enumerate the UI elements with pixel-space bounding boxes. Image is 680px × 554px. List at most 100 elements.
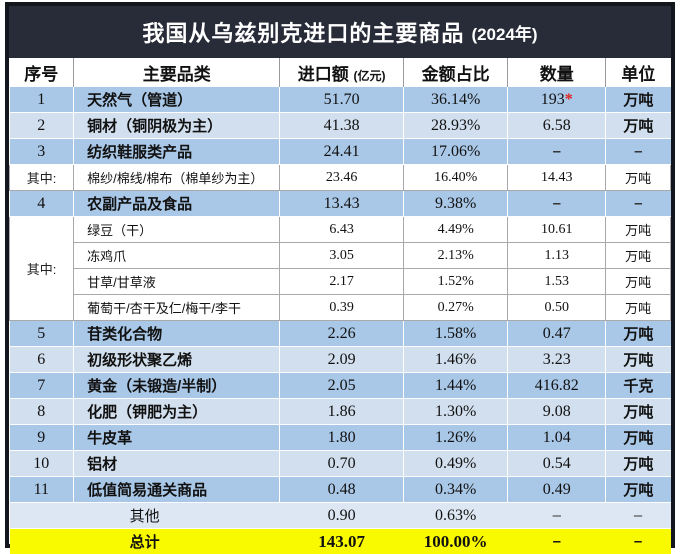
table-row: 6 初级形状聚乙烯 2.09 1.46% 3.23 万吨 [10,347,671,373]
cell-no: 4 [10,191,74,217]
cell-amount: 51.70 [280,87,404,113]
cell-share: 1.30% [403,399,507,425]
cell-share: 36.14% [403,87,507,113]
cell-quantity: 3.23 [508,347,606,373]
cell-category: 棉纱/棉线/棉布（棉单纱为主） [74,165,280,191]
table-row: 2 铜材（铜阴极为主） 41.38 28.93% 6.58 万吨 [10,113,671,139]
cell-category: 化肥（钾肥为主） [74,399,280,425]
col-header-quantity: 数量 [508,58,606,87]
title-year: (2024年) [471,20,537,45]
cell-unit: 万吨 [606,477,671,503]
cell-quantity: – [508,139,606,165]
col-header-no: 序号 [10,58,74,87]
cell-amount: 2.09 [280,347,404,373]
cell-share: 17.06% [403,139,507,165]
cell-unit: 万吨 [606,243,671,269]
cell-no: 2 [10,113,74,139]
col-header-amount-unit: (亿元) [354,69,386,83]
cell-category: 黄金（未锻造/半制） [74,373,280,399]
cell-quantity: 416.82 [508,373,606,399]
cell-share: 1.46% [403,347,507,373]
cell-unit: 万吨 [606,451,671,477]
col-header-amount-label: 进口额 [298,65,349,84]
cell-unit: 万吨 [606,321,671,347]
cell-quantity: 0.49 [508,477,606,503]
cell-share: 2.13% [403,243,507,269]
cell-category: 牛皮革 [74,425,280,451]
header-row: 序号 主要品类 进口额 (亿元) 金额占比 数量 单位 [10,58,671,87]
cell-category: 苷类化合物 [74,321,280,347]
cell-amount: 2.17 [280,269,404,295]
table-row: 7 黄金（未锻造/半制） 2.05 1.44% 416.82 千克 [10,373,671,399]
cell-no: 1 [10,87,74,113]
cell-unit: 万吨 [606,399,671,425]
cell-amount: 2.26 [280,321,404,347]
cell-among-label: 其中: [10,217,74,321]
table-row: 8 化肥（钾肥为主） 1.86 1.30% 9.08 万吨 [10,399,671,425]
table-row-sub: 葡萄干/杏干及仁/梅干/李干 0.39 0.27% 0.50 万吨 [10,295,671,321]
cell-unit: 万吨 [606,295,671,321]
col-header-unit: 单位 [606,58,671,87]
cell-share: 1.52% [403,269,507,295]
cell-share: 1.26% [403,425,507,451]
cell-category: 初级形状聚乙烯 [74,347,280,373]
cell-quantity: 1.13 [508,243,606,269]
quantity-value: 193 [541,91,565,108]
cell-share: 4.49% [403,217,507,243]
cell-unit: 万吨 [606,269,671,295]
cell-unit: 万吨 [606,217,671,243]
cell-share: 1.44% [403,373,507,399]
table-row: 1 天然气（管道） 51.70 36.14% 193* 万吨 [10,87,671,113]
import-table-panel: 我国从乌兹别克进口的主要商品 (2024年) 序号 主要品类 进口额 (亿元) … [5,2,675,548]
cell-category: 纺织鞋服类产品 [74,139,280,165]
table-row-sub: 其中: 棉纱/棉线/棉布（棉单纱为主） 23.46 16.40% 14.43 万… [10,165,671,191]
cell-amount: 1.86 [280,399,404,425]
cell-unit: 千克 [606,373,671,399]
cell-no: 8 [10,399,74,425]
cell-quantity: 14.43 [508,165,606,191]
cell-quantity: 0.47 [508,321,606,347]
footnote-asterisk: * [565,91,573,108]
cell-unit: – [606,139,671,165]
cell-category: 甘草/甘草液 [74,269,280,295]
table-row: 9 牛皮革 1.80 1.26% 1.04 万吨 [10,425,671,451]
cell-amount: 6.43 [280,217,404,243]
table-row: 4 农副产品及食品 13.43 9.38% – – [10,191,671,217]
cell-quantity: 10.61 [508,217,606,243]
cell-no: 10 [10,451,74,477]
cell-quantity: 0.54 [508,451,606,477]
cell-total-label: 总计 [10,529,280,554]
cell-amount: 0.70 [280,451,404,477]
cell-quantity: 0.50 [508,295,606,321]
cell-quantity: 193* [508,87,606,113]
cell-unit: 万吨 [606,165,671,191]
cell-amount: 23.46 [280,165,404,191]
cell-category: 农副产品及食品 [74,191,280,217]
table-row-sub: 冻鸡爪 3.05 2.13% 1.13 万吨 [10,243,671,269]
cell-share: 0.34% [403,477,507,503]
table-row-total: 总计 143.07 100.00% – – [10,529,671,554]
cell-category: 低值简易通关商品 [74,477,280,503]
table-row: 10 铝材 0.70 0.49% 0.54 万吨 [10,451,671,477]
cell-category: 冻鸡爪 [74,243,280,269]
imports-table: 序号 主要品类 进口额 (亿元) 金额占比 数量 单位 1 天然气（管道） 51… [9,58,671,554]
cell-category: 其他 [10,503,280,529]
cell-quantity: – [508,503,606,529]
col-header-share: 金额占比 [403,58,507,87]
cell-quantity: 1.04 [508,425,606,451]
cell-amount: 0.90 [280,503,404,529]
cell-amount: 13.43 [280,191,404,217]
cell-quantity: 6.58 [508,113,606,139]
table-row: 3 纺织鞋服类产品 24.41 17.06% – – [10,139,671,165]
page-title: 我国从乌兹别克进口的主要商品 [142,16,464,48]
cell-unit: 万吨 [606,425,671,451]
cell-amount: 3.05 [280,243,404,269]
cell-no: 3 [10,139,74,165]
col-header-amount: 进口额 (亿元) [280,58,404,87]
cell-share: 0.27% [403,295,507,321]
cell-share: 16.40% [403,165,507,191]
cell-amount: 143.07 [280,529,404,554]
cell-amount: 0.48 [280,477,404,503]
cell-no: 11 [10,477,74,503]
title-bar: 我国从乌兹别克进口的主要商品 (2024年) [9,6,671,58]
